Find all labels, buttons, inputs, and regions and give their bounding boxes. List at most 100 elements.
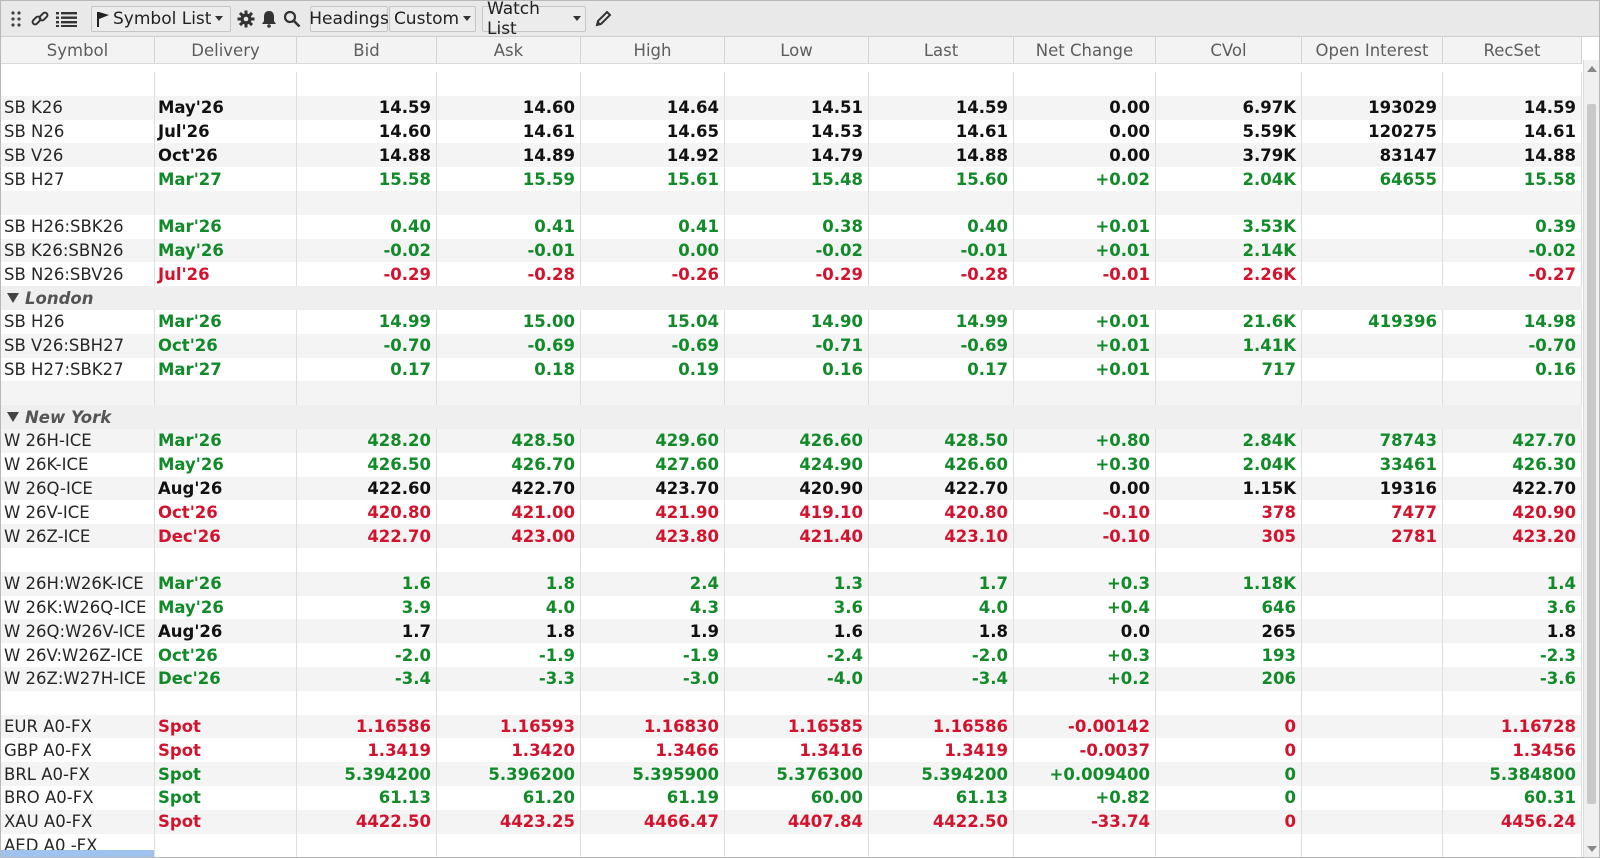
column-header-net-change[interactable]: Net Change [1014, 37, 1156, 63]
table-row[interactable]: W 26K:W26Q-ICE May'26 3.9 4.0 4.3 3.6 4.0 +0.4 6… [1, 595, 1582, 620]
headings-button[interactable]: Headings [309, 5, 389, 32]
table-row[interactable]: XAU A0-FX Spot 4422.50 4423.25 4466.47 4407.8… [1, 809, 1582, 834]
group-header[interactable]: New York [1, 405, 111, 429]
collapse-triangle-icon[interactable] [7, 293, 19, 304]
cell-symbol[interactable]: W 26Z:W27H-ICE [1, 666, 155, 691]
cell-symbol[interactable]: W 26H-ICE [1, 428, 155, 453]
table-row[interactable]: SB H27 Mar'27 15.58 15.59 15.61 15.48 15.60 +0.… [1, 167, 1582, 191]
column-header-open-interest[interactable]: Open Interest [1302, 37, 1443, 63]
table-row[interactable]: W 26Z-ICE Dec'26 422.70 423.00 423.80 421.40 4… [1, 524, 1582, 548]
column-header-last[interactable]: Last [869, 37, 1014, 63]
cell-low: -4.0 [725, 666, 869, 691]
cell-low: 14.51 [725, 95, 869, 120]
scroll-down-arrow-icon[interactable] [1587, 846, 1597, 852]
watchlist-dropdown[interactable]: Watch List [482, 1, 586, 39]
link-icon[interactable] [31, 6, 49, 32]
cell-symbol[interactable]: SB H26 [1, 309, 155, 334]
table-row[interactable]: SB H26 Mar'26 14.99 15.00 15.04 14.90 14.99 +0.… [1, 309, 1582, 334]
list-view-icon[interactable] [55, 6, 77, 32]
cell-symbol[interactable]: GBP A0-FX [1, 738, 155, 763]
cell-symbol[interactable]: W 26Q-ICE [1, 476, 155, 501]
table-row[interactable]: SB K26:SBN26 May'26 -0.02 -0.01 0.00 -0.02 -0.… [1, 238, 1582, 263]
table-row[interactable]: W 26H-ICE Mar'26 428.20 428.50 429.60 426.60 4… [1, 428, 1582, 453]
table-row[interactable]: GBP A0-FX Spot 1.3419 1.3420 1.3466 1.3416 1.3… [1, 738, 1582, 763]
table-row[interactable]: SB V26 Oct'26 14.88 14.89 14.92 14.79 14.88 0.0… [1, 143, 1582, 168]
table-row[interactable]: W 26H:W26K-ICE Mar'26 1.6 1.8 2.4 1.3 1.7 +0.3 1… [1, 571, 1582, 596]
group-header-row[interactable]: London [1, 286, 1582, 310]
table-row[interactable]: W 26Z:W27H-ICE Dec'26 -3.4 -3.3 -3.0 -4.0 -3.4… [1, 666, 1582, 691]
symbol-list-dropdown[interactable]: Symbol List [91, 5, 231, 32]
column-header-symbol[interactable]: Symbol [1, 37, 155, 63]
cell-symbol[interactable] [1, 547, 155, 572]
cell-symbol[interactable]: W 26V-ICE [1, 500, 155, 525]
cell-delivery: Spot [155, 762, 297, 786]
cell-symbol[interactable]: W 26H:W26K-ICE [1, 571, 155, 596]
cell-symbol[interactable] [1, 690, 155, 715]
cell-last: 4422.50 [869, 809, 1014, 834]
cell-high [581, 72, 725, 96]
cell-symbol[interactable]: W 26K:W26Q-ICE [1, 595, 155, 620]
cell-symbol[interactable]: SB H26:SBK26 [1, 214, 155, 239]
column-header-high[interactable]: High [581, 37, 725, 63]
cell-symbol[interactable]: W 26Q:W26V-ICE [1, 619, 155, 644]
cell-symbol[interactable]: SB V26 [1, 143, 155, 168]
table-row[interactable]: W 26V:W26Z-ICE Oct'26 -2.0 -1.9 -1.9 -2.4 -2.0… [1, 643, 1582, 667]
table-row[interactable]: AED A0 -FX [1, 833, 1582, 857]
scrollbar-thumb[interactable] [1587, 104, 1596, 804]
cell-open-interest [1302, 547, 1443, 572]
table-row[interactable]: EUR A0-FX Spot 1.16586 1.16593 1.16830 1.1658… [1, 714, 1582, 739]
table-row[interactable]: BRO A0-FX Spot 61.13 61.20 61.19 60.00 61.13 +0… [1, 785, 1582, 810]
table-row[interactable]: SB N26:SBV26 Jul'26 -0.29 -0.28 -0.26 -0.29 -0… [1, 262, 1582, 287]
cell-symbol[interactable]: EUR A0-FX [1, 714, 155, 739]
cell-symbol[interactable] [1, 381, 155, 406]
column-header-bid[interactable]: Bid [297, 37, 437, 63]
scroll-up-arrow-icon[interactable] [1587, 66, 1597, 72]
cell-symbol[interactable]: W 26K-ICE [1, 452, 155, 477]
column-header-delivery[interactable]: Delivery [155, 37, 297, 63]
cell-symbol[interactable]: W 26Z-ICE [1, 524, 155, 548]
table-row[interactable]: SB N26 Jul'26 14.60 14.61 14.65 14.53 14.61 0.0… [1, 119, 1582, 144]
cell-symbol[interactable]: SB V26:SBH27 [1, 333, 155, 358]
table-row[interactable]: SB V26:SBH27 Oct'26 -0.70 -0.69 -0.69 -0.71 -0… [1, 333, 1582, 358]
cell-open-interest [1302, 190, 1443, 215]
cell-symbol[interactable]: SB K26:SBN26 [1, 238, 155, 263]
group-header-row[interactable]: New York [1, 405, 1582, 429]
table-row[interactable]: SB H27:SBK27 Mar'27 0.17 0.18 0.19 0.16 0.17 +0… [1, 357, 1582, 382]
table-row[interactable]: SB H26:SBK26 Mar'26 0.40 0.41 0.41 0.38 0.40 +0… [1, 214, 1582, 239]
table-row[interactable]: W 26V-ICE Oct'26 420.80 421.00 421.90 419.10 4… [1, 500, 1582, 525]
collapse-triangle-icon[interactable] [7, 412, 19, 423]
table-row[interactable]: W 26K-ICE May'26 426.50 426.70 427.60 424.90 4… [1, 452, 1582, 477]
drag-handle-icon[interactable] [10, 6, 22, 32]
cell-symbol[interactable]: BRO A0-FX [1, 785, 155, 810]
cell-symbol[interactable]: SB K26 [1, 95, 155, 120]
cell-symbol[interactable]: SB H27:SBK27 [1, 357, 155, 382]
cell-symbol[interactable]: SB H27 [1, 167, 155, 191]
cell-symbol[interactable]: W 26V:W26Z-ICE [1, 643, 155, 667]
cell-symbol[interactable]: BRL A0-FX [1, 762, 155, 786]
vertical-scrollbar[interactable] [1583, 60, 1599, 857]
cell-symbol[interactable]: XAU A0-FX [1, 809, 155, 834]
custom-dropdown[interactable]: Custom [389, 5, 476, 32]
cell-high: 0.19 [581, 357, 725, 382]
column-header-ask[interactable]: Ask [437, 37, 581, 63]
table-row[interactable]: W 26Q-ICE Aug'26 422.60 422.70 423.70 420.90 4… [1, 476, 1582, 501]
gear-icon[interactable] [237, 6, 255, 32]
column-header-cvol[interactable]: CVol [1156, 37, 1302, 63]
table-row[interactable]: SB K26 May'26 14.59 14.60 14.64 14.51 14.59 0.0… [1, 95, 1582, 120]
column-header-recset[interactable]: RecSet [1443, 37, 1582, 63]
search-icon[interactable] [283, 6, 301, 32]
cell-ask [437, 833, 581, 857]
cell-symbol[interactable]: SB N26 [1, 119, 155, 144]
cell-symbol[interactable] [1, 190, 155, 215]
cell-symbol[interactable]: SB N26:SBV26 [1, 262, 155, 287]
group-header[interactable]: London [1, 286, 94, 310]
cell-symbol[interactable] [1, 72, 155, 96]
bell-icon[interactable] [260, 6, 278, 32]
pencil-icon[interactable] [594, 6, 612, 32]
cell-open-interest [1302, 333, 1443, 358]
table-row[interactable]: BRL A0-FX Spot 5.394200 5.396200 5.395900 5.3… [1, 762, 1582, 786]
cell-cvol: 2.04K [1156, 167, 1302, 191]
table-row[interactable]: W 26Q:W26V-ICE Aug'26 1.7 1.8 1.9 1.6 1.8 0.0 26… [1, 619, 1582, 644]
column-header-low[interactable]: Low [725, 37, 869, 63]
cell-net-change: +0.80 [1014, 428, 1156, 453]
